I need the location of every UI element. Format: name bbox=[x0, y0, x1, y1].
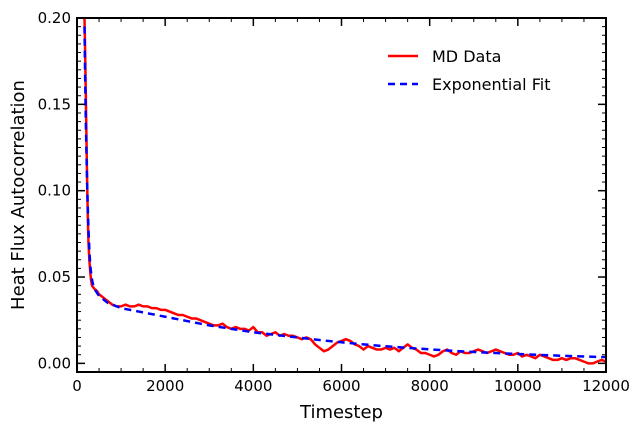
legend-label-md-data: MD Data bbox=[432, 47, 501, 66]
y-axis-label: Heat Flux Autocorrelation bbox=[8, 80, 29, 310]
legend: MD Data Exponential Fit bbox=[388, 47, 550, 94]
series-layer bbox=[83, 18, 606, 365]
ticks-layer: 0 2000 4000 6000 8000 10000 12000 0.00 0.05 0.10 0… bbox=[38, 9, 630, 395]
series-line-exponential-fit bbox=[83, 26, 606, 359]
x-tick-label: 2000 bbox=[146, 377, 184, 395]
y-tick-label: 0.15 bbox=[38, 95, 71, 113]
x-tick-label: 6000 bbox=[322, 377, 360, 395]
legend-label-exponential-fit: Exponential Fit bbox=[432, 75, 550, 94]
x-tick-label: 12000 bbox=[582, 377, 630, 395]
x-axis-label: Timestep bbox=[299, 402, 383, 423]
x-tick-label: 0 bbox=[72, 377, 82, 395]
y-tick-label: 0.05 bbox=[38, 268, 71, 286]
x-tick-label: 8000 bbox=[411, 377, 449, 395]
x-tick-label: 4000 bbox=[234, 377, 272, 395]
y-tick-label: 0.20 bbox=[38, 9, 71, 27]
y-tick-label: 0.00 bbox=[38, 354, 71, 372]
y-tick-label: 0.10 bbox=[38, 182, 71, 200]
x-tick-label: 10000 bbox=[494, 377, 542, 395]
